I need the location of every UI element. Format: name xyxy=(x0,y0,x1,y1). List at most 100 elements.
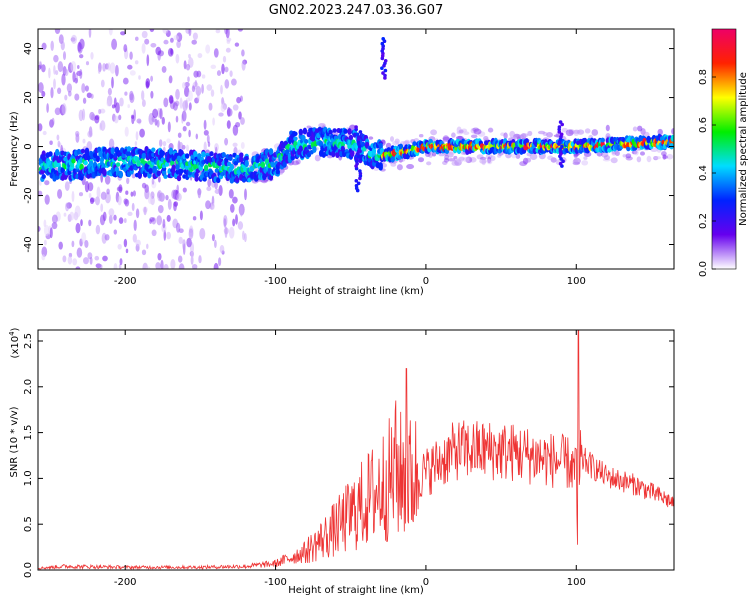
heatmap-point xyxy=(176,175,182,182)
heatmap-point xyxy=(633,150,639,156)
heatmap-point xyxy=(168,147,174,155)
heatmap-point xyxy=(95,196,100,206)
heatmap-point xyxy=(358,130,363,134)
heatmap-point xyxy=(529,153,538,160)
heatmap-point xyxy=(600,137,605,143)
heatmap-point xyxy=(126,146,132,153)
heatmap-point xyxy=(179,97,183,109)
heatmap-point xyxy=(206,134,210,144)
heatmap-point xyxy=(66,83,73,93)
heatmap-point xyxy=(557,125,562,129)
heatmap-point xyxy=(95,155,101,163)
heatmap-point xyxy=(146,243,149,249)
heatmap-point xyxy=(46,103,49,113)
heatmap-point xyxy=(228,226,235,239)
heatmap-point xyxy=(75,222,81,234)
heatmap-point xyxy=(191,263,198,269)
heatmap-point xyxy=(131,202,135,212)
heatmap-point xyxy=(237,221,244,230)
colorbar-tick-label: 0.6 xyxy=(698,117,709,133)
heatmap-point xyxy=(223,227,229,235)
heatmap-point xyxy=(145,81,150,89)
heatmap-point xyxy=(124,126,129,137)
heatmap-point xyxy=(129,51,133,60)
heatmap-point xyxy=(81,108,86,121)
heatmap-point xyxy=(97,68,101,74)
heatmap-point xyxy=(98,109,102,114)
heatmap-point xyxy=(77,42,83,54)
heatmap-point xyxy=(560,144,564,149)
heatmap-point xyxy=(175,88,180,100)
heatmap-point xyxy=(572,129,581,134)
heatmap-point xyxy=(109,62,116,74)
heatmap-y-tick-label: -40 xyxy=(23,236,34,252)
heatmap-point xyxy=(65,202,70,212)
heatmap-point xyxy=(166,214,171,222)
heatmap-point xyxy=(240,117,245,125)
heatmap-point xyxy=(173,35,179,41)
heatmap-point xyxy=(41,90,46,98)
heatmap-point xyxy=(74,205,81,218)
heatmap-point xyxy=(84,240,89,248)
heatmap-point xyxy=(170,48,173,55)
heatmap-point xyxy=(486,158,493,165)
heatmap-point xyxy=(312,145,317,153)
heatmap-point xyxy=(213,48,219,58)
heatmap-point xyxy=(417,157,425,163)
heatmap-point xyxy=(573,153,578,158)
heatmap-point xyxy=(195,133,199,140)
heatmap-point xyxy=(205,44,211,54)
heatmap-point xyxy=(188,53,191,59)
heatmap-point xyxy=(141,43,146,54)
heatmap-point xyxy=(38,179,42,186)
heatmap-point xyxy=(662,154,667,160)
heatmap-point xyxy=(670,134,674,142)
heatmap-point xyxy=(154,118,158,126)
heatmap-point xyxy=(228,189,234,199)
heatmap-point xyxy=(161,116,165,125)
heatmap-point xyxy=(625,153,632,159)
heatmap-point xyxy=(75,266,81,269)
heatmap-point xyxy=(456,157,464,163)
heatmap-point xyxy=(64,181,70,191)
heatmap-point xyxy=(134,60,139,65)
heatmap-point xyxy=(157,204,164,214)
heatmap-point xyxy=(89,256,93,265)
heatmap-point xyxy=(165,194,169,201)
heatmap-point xyxy=(171,164,176,172)
heatmap-point xyxy=(56,134,60,141)
heatmap-point xyxy=(232,142,238,147)
heatmap-point xyxy=(188,228,194,240)
heatmap-point xyxy=(135,131,139,141)
heatmap-point xyxy=(479,158,487,164)
heatmap-point xyxy=(239,156,244,163)
heatmap-point xyxy=(164,161,170,167)
snr-multiplier: (x104) xyxy=(8,327,21,358)
heatmap-point xyxy=(283,140,289,146)
heatmap-point xyxy=(99,264,103,269)
heatmap-point xyxy=(220,84,223,95)
heatmap-x-tick-label: -100 xyxy=(264,276,287,287)
heatmap-point xyxy=(82,138,86,144)
heatmap-point xyxy=(118,217,124,224)
heatmap-point xyxy=(135,239,141,247)
heatmap-point xyxy=(196,70,202,78)
heatmap-point xyxy=(71,240,75,248)
heatmap-point xyxy=(107,87,112,96)
heatmap-point xyxy=(583,156,588,160)
heatmap-point xyxy=(201,74,206,79)
heatmap-point xyxy=(67,90,72,97)
heatmap-point xyxy=(314,154,321,162)
heatmap-point xyxy=(194,171,199,178)
heatmap-point xyxy=(99,108,106,114)
heatmap-point xyxy=(38,225,41,232)
heatmap-point xyxy=(218,184,223,197)
heatmap-point xyxy=(104,234,110,241)
heatmap-point xyxy=(207,178,212,187)
heatmap-point xyxy=(51,214,58,224)
heatmap-point xyxy=(527,130,533,136)
heatmap-point xyxy=(224,66,229,73)
heatmap-point xyxy=(51,222,58,230)
heatmap-point xyxy=(151,147,156,153)
